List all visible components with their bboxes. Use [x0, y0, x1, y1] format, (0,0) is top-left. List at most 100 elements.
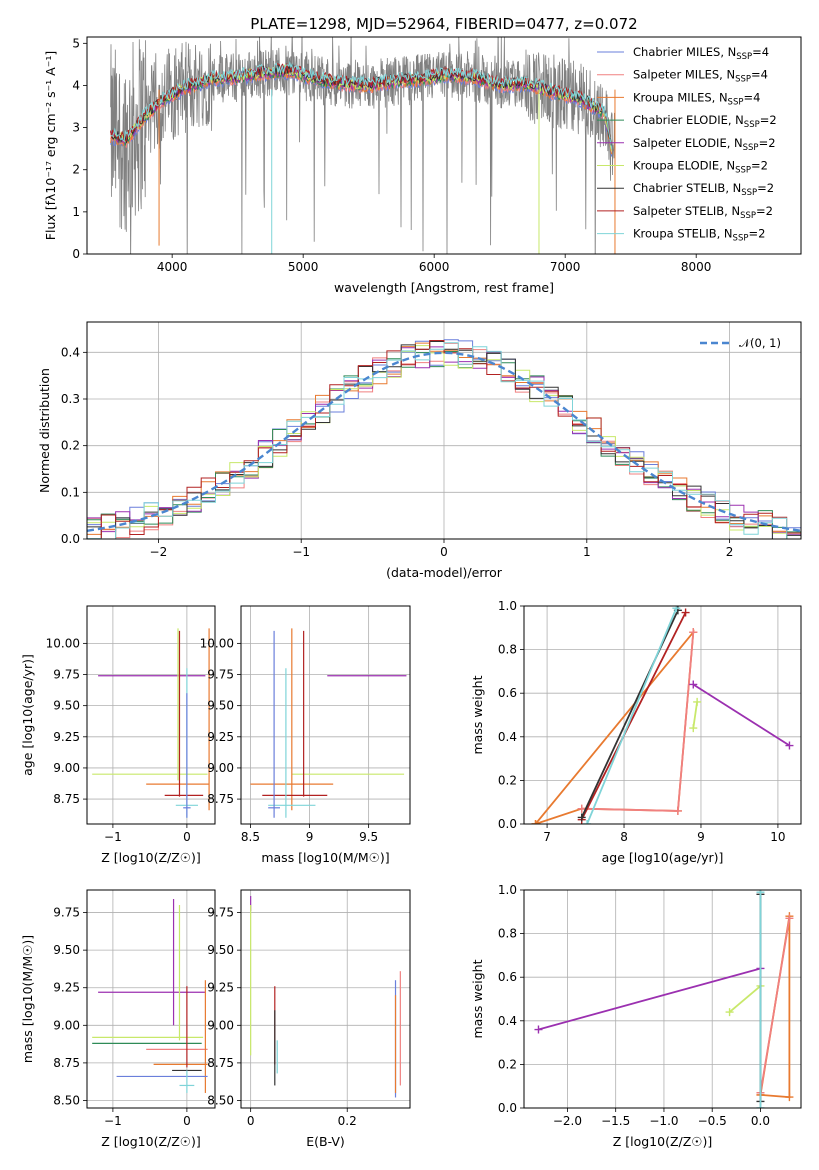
plot-area-mass-vs-Z	[92, 899, 208, 1093]
plus-marker	[756, 1104, 765, 1108]
x-tick-label: 7	[543, 830, 551, 844]
y-tick-label: 9.75	[53, 668, 80, 682]
legend-value: =2	[756, 204, 773, 218]
y-tick-label: 9.25	[207, 730, 234, 744]
axes-mass-vs-Z: −1 0 8.50 8.75 9.00 9.25 9.50 9.75 Z [log10(Z/Z☉…	[20, 889, 216, 1149]
y-tick-label: 9.50	[207, 699, 234, 713]
axes-age-vs-Z: −1 0 8.75 9.00 9.25 9.50 9.75 10.00 Z [log10(Z/Z…	[20, 605, 216, 865]
y-tick-label: 9.00	[207, 761, 234, 775]
axes-frame	[523, 605, 802, 825]
error-point-5	[183, 693, 191, 818]
y-tick-label: 9.00	[53, 761, 80, 775]
y-tick-label: 1	[72, 205, 80, 219]
weight-series-2	[580, 612, 687, 821]
x-tick-label: 0	[183, 830, 191, 844]
y-tick-label: 0.4	[498, 730, 517, 744]
legend-label: Kroupa ELODIE, NSSP=2	[633, 159, 768, 176]
x-tick-label: 9	[697, 830, 705, 844]
y-tick-label: 9.25	[53, 730, 80, 744]
figure-title: PLATE=1298, MJD=52964, FIBERID=0477, z=0…	[250, 15, 637, 33]
plot-area-spectrum	[110, 37, 616, 254]
y-tick-label: 0.3	[61, 392, 80, 406]
x-tick-label: 8.5	[241, 830, 260, 844]
plus-marker	[577, 813, 586, 822]
y-tick-label: 1.0	[498, 599, 517, 613]
plot-area-age-vs-Z	[92, 628, 210, 818]
x-tick-label: 9.5	[359, 830, 378, 844]
y-tick-label: 0.0	[61, 532, 80, 546]
y-tick-label: 9.25	[53, 981, 80, 995]
x-tick-label: 5000	[288, 260, 319, 274]
x-tick-label: 0	[183, 1114, 191, 1128]
legend-value: =2	[751, 159, 768, 173]
y-tick-label: 8.75	[207, 1056, 234, 1070]
plot-area-age-vs-mass	[250, 628, 407, 818]
legend-value: =2	[748, 227, 765, 241]
x-axis-label: age [log10(age/yr)]	[602, 850, 724, 865]
gaussian-curve	[87, 351, 801, 532]
y-tick-label: 9.75	[207, 668, 234, 682]
histogram-5	[87, 345, 801, 539]
y-tick-label: 0.8	[498, 643, 517, 657]
x-tick-label: 0.0	[751, 1114, 770, 1128]
weight-series-6	[692, 701, 698, 729]
y-tick-label: 9.00	[207, 1018, 234, 1032]
y-tick-label: 0.2	[498, 1057, 517, 1071]
plot-area-weight-vs-age	[531, 606, 794, 824]
x-axis-label: Z [log10(Z/Z☉)]	[101, 850, 201, 865]
y-tick-label: 0.4	[498, 1014, 517, 1028]
y-tick-label: 9.50	[207, 943, 234, 957]
error-point-4	[268, 668, 316, 818]
plus-marker	[673, 806, 682, 815]
axes-frame	[86, 605, 216, 825]
error-point-4	[153, 980, 208, 1093]
legend-value: =4	[752, 45, 769, 59]
y-axis-label: mass weight	[470, 675, 485, 754]
x-tick-label: 0.2	[338, 1114, 357, 1128]
x-tick-label: −2	[150, 545, 168, 559]
x-tick-label: 7000	[550, 260, 581, 274]
y-tick-label: 0.0	[498, 817, 517, 831]
y-tick-label: 9.75	[207, 906, 234, 920]
x-tick-label: 4000	[157, 260, 188, 274]
y-tick-label: 5	[72, 36, 80, 50]
x-tick-label: −1	[104, 1114, 122, 1128]
axes-frame	[240, 889, 411, 1109]
axes-mass-vs-ebv: 0 0.2 8.50 8.75 9.00 9.25 9.50 9.75 E(B-V)	[207, 889, 411, 1149]
legend-label: Salpeter ELODIE, NSSP=2	[633, 136, 776, 153]
axes-frame	[240, 605, 411, 825]
y-tick-label: 10.00	[200, 636, 234, 650]
legend-label: Kroupa MILES, NSSP=4	[633, 90, 760, 107]
legend-subscript: SSP	[728, 97, 744, 107]
legend-label: Salpeter STELIB, NSSP=2	[633, 204, 773, 221]
weight-series-3	[759, 918, 791, 1093]
y-tick-label: 0.2	[61, 439, 80, 453]
x-tick-label: −1	[292, 545, 310, 559]
legend-label: 𝒩(0, 1)	[739, 336, 781, 350]
plus-marker	[583, 820, 592, 824]
y-axis-label: mass weight	[470, 959, 485, 1038]
y-tick-label: 8.75	[207, 792, 234, 806]
y-tick-label: 9.75	[53, 906, 80, 920]
y-tick-label: 8.50	[53, 1093, 80, 1107]
x-tick-label: −1.0	[649, 1114, 678, 1128]
plus-marker	[577, 804, 586, 813]
weight-series-4	[586, 607, 678, 824]
y-tick-label: 9.50	[53, 699, 80, 713]
legend-subscript: SSP	[733, 234, 749, 244]
y-tick-label: 0.2	[498, 773, 517, 787]
x-axis-label: mass [log10(M/M☉)]	[261, 850, 389, 865]
y-tick-label: 0.8	[498, 927, 517, 941]
legend-subscript: SSP	[735, 75, 751, 85]
axes-age-vs-mass: 8.5 9 9.5 8.75 9.00 9.25 9.50 9.75 10.00 mass [lo…	[200, 605, 411, 865]
axes-frame	[86, 36, 802, 255]
legend-value: =4	[751, 68, 768, 82]
error-point-2	[250, 628, 334, 811]
y-tick-label: 9.25	[207, 981, 234, 995]
plus-marker	[756, 890, 765, 897]
axes-weight-vs-Z: −2.0 −1.5 −1.0 −0.5 0.0 0.0 0.2 0.4 0.6 0.8 1.0 Z […	[470, 883, 802, 1149]
x-axis-label: (data-model)/error	[386, 565, 503, 580]
legend-subscript: SSP	[736, 52, 752, 62]
